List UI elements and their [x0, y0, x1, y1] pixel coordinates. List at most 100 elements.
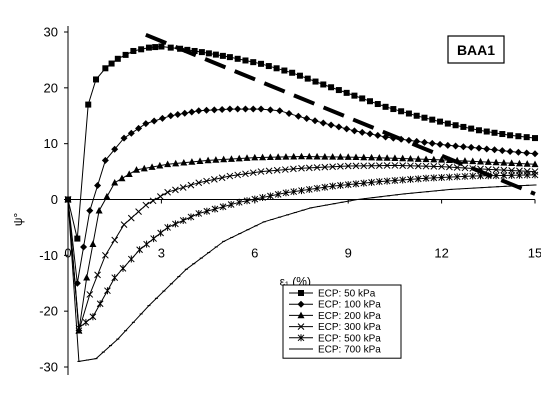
legend-entry: ECP: 300 kPa [318, 322, 381, 333]
data-point [83, 273, 91, 281]
data-point [421, 114, 428, 121]
data-point [265, 167, 273, 175]
data-point [375, 178, 383, 186]
data-point [150, 235, 157, 243]
data-point [74, 235, 81, 242]
data-point [475, 144, 483, 152]
data-point [196, 157, 204, 164]
data-point [274, 190, 282, 198]
data-point [143, 240, 150, 248]
data-point [399, 154, 407, 162]
data-point [205, 50, 212, 57]
data-point [461, 164, 469, 172]
data-point [383, 154, 391, 161]
data-point [125, 170, 133, 177]
data-point [266, 153, 274, 161]
data-point [243, 197, 251, 205]
y-tick-label: 0 [51, 192, 58, 207]
data-point [508, 171, 516, 179]
data-point [234, 171, 242, 179]
data-point [212, 51, 219, 58]
data-point [282, 189, 290, 197]
data-point [187, 181, 195, 189]
data-point [218, 105, 226, 113]
data-point [210, 106, 218, 114]
data-point [500, 171, 508, 179]
series-layer [64, 43, 539, 362]
data-point [119, 264, 127, 272]
data-point [492, 172, 500, 180]
annotation-box: BAA1 [447, 35, 505, 64]
data-point [405, 110, 412, 117]
data-point [429, 116, 436, 123]
data-point [313, 184, 321, 192]
data-point [422, 155, 430, 163]
data-point [273, 65, 280, 72]
data-point [111, 236, 119, 244]
reference-dashed-line [145, 32, 536, 196]
data-point [135, 124, 143, 132]
data-point [140, 164, 148, 172]
reference-line-layer [145, 32, 536, 196]
data-point [285, 110, 293, 118]
data-point [343, 89, 350, 96]
data-point [289, 69, 296, 76]
data-point [523, 171, 531, 179]
data-point [227, 201, 235, 209]
data-point [95, 206, 103, 214]
data-point [132, 166, 140, 173]
data-point [523, 149, 531, 157]
x-tick-label: 6 [251, 246, 258, 261]
data-point [414, 155, 422, 162]
data-point [352, 180, 360, 188]
data-point [167, 44, 174, 51]
series-2 [64, 105, 539, 287]
data-point [407, 162, 414, 170]
data-point [135, 208, 142, 215]
data-point [374, 101, 381, 108]
data-point [360, 179, 368, 187]
data-point [368, 178, 375, 186]
data-point [516, 171, 523, 179]
data-point [127, 255, 135, 263]
data-point [358, 128, 366, 136]
data-point [104, 287, 111, 295]
series-4 [64, 162, 539, 335]
data-point [156, 161, 164, 169]
data-point [234, 55, 241, 62]
data-point [359, 95, 366, 102]
data-point [257, 168, 265, 175]
data-point [311, 117, 319, 125]
data-point [344, 153, 352, 160]
data-point [375, 154, 383, 161]
data-point [296, 72, 303, 79]
data-point [172, 159, 180, 167]
data-point [127, 214, 135, 222]
data-point [313, 152, 321, 160]
data-point [468, 125, 475, 132]
legend-entry: ECP: 50 kPa [318, 289, 376, 300]
legend-entry: ECP: 200 kPa [318, 311, 381, 322]
data-point [298, 164, 305, 172]
data-point [249, 105, 257, 113]
data-point [148, 163, 156, 170]
data-point [227, 155, 235, 162]
data-point [491, 129, 498, 136]
data-point [368, 153, 376, 161]
data-point [405, 136, 413, 144]
data-point [399, 176, 407, 184]
y-tick-label: -30 [39, 360, 58, 375]
data-point [319, 119, 327, 127]
data-point [469, 157, 477, 165]
data-point [235, 198, 243, 206]
data-point [251, 195, 259, 203]
data-point [444, 120, 451, 127]
data-point [420, 138, 428, 146]
data-point [321, 183, 329, 191]
data-point [276, 107, 284, 115]
data-point [446, 163, 453, 171]
data-point [157, 193, 164, 200]
data-point [469, 172, 477, 180]
